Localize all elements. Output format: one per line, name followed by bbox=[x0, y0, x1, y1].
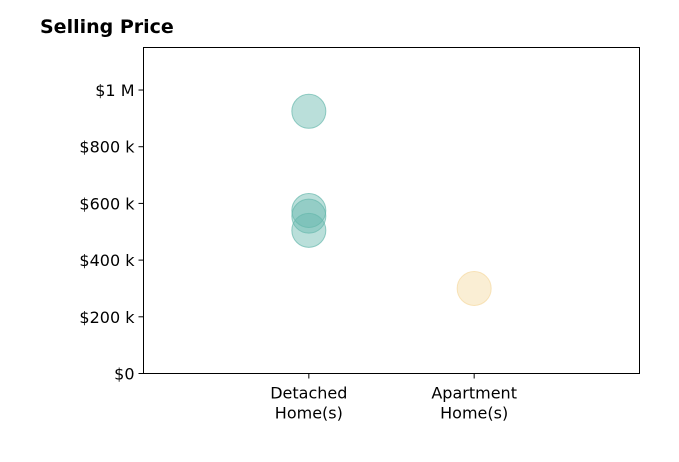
y-tick-label: $400 k bbox=[79, 251, 135, 270]
data-point bbox=[291, 193, 327, 228]
plot-area bbox=[143, 47, 640, 374]
data-point bbox=[291, 212, 327, 248]
data-point bbox=[291, 93, 327, 129]
y-tick-label: $0 bbox=[114, 365, 134, 384]
x-tick-label: Detached bbox=[270, 384, 347, 403]
data-point bbox=[456, 270, 492, 306]
y-tick-label: $200 k bbox=[79, 308, 135, 327]
data-points bbox=[291, 93, 492, 306]
y-tick-label: $600 k bbox=[79, 194, 135, 213]
x-tick-label: Apartment bbox=[431, 384, 517, 403]
data-point bbox=[291, 198, 327, 234]
y-tick-label: $800 k bbox=[79, 138, 135, 157]
y-tick-label: $1 M bbox=[95, 81, 134, 100]
x-tick-label: Home(s) bbox=[275, 404, 343, 423]
chart-title: Selling Price bbox=[40, 16, 174, 38]
y-axis: $0 $200 k $400 k $600 k $800 k $1 M bbox=[79, 81, 144, 384]
x-tick-label: Home(s) bbox=[440, 404, 508, 423]
